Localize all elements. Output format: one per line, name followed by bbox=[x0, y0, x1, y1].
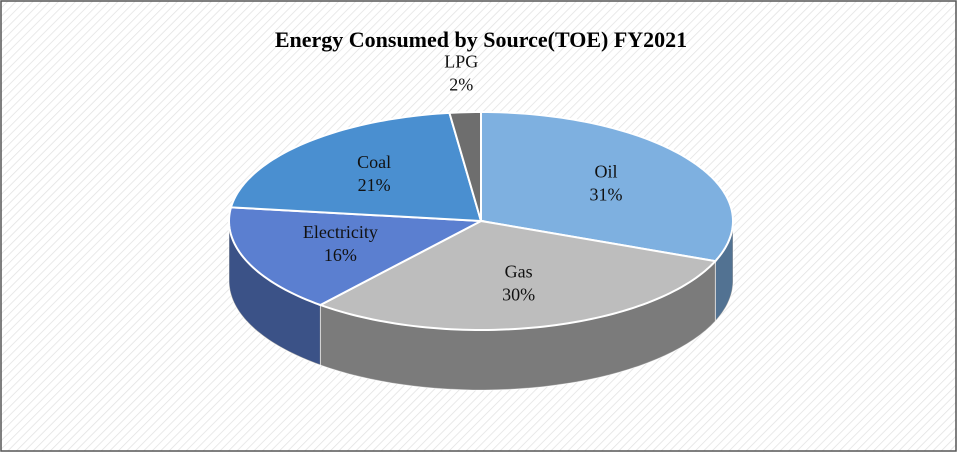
slice-label-value: 2% bbox=[449, 74, 473, 94]
slice bbox=[229, 111, 483, 223]
slice bbox=[448, 110, 482, 222]
slice-label-value: 30% bbox=[502, 284, 535, 304]
slice-label-value: 16% bbox=[324, 245, 357, 265]
slice-label-name: Oil bbox=[595, 161, 618, 181]
slice-side-shade bbox=[320, 261, 716, 390]
slice bbox=[228, 206, 485, 307]
slice bbox=[317, 219, 718, 331]
slice bbox=[480, 110, 734, 263]
slice-side-shade bbox=[229, 221, 321, 365]
slice-label-name: Electricity bbox=[303, 222, 378, 242]
slice-label-value: 21% bbox=[358, 175, 391, 195]
pie: Oil 31% Gas 30% Electricity 16% Coal 21% LPG 2% bbox=[228, 51, 734, 391]
slice-label-name: Coal bbox=[357, 152, 391, 172]
chart-title: Energy Consumed by Source(TOE) FY2021 bbox=[275, 27, 687, 52]
slice-label-value: 31% bbox=[590, 184, 623, 204]
slice-side-shade bbox=[715, 221, 733, 322]
slice-label-name: LPG bbox=[444, 51, 478, 71]
slice-label-name: Gas bbox=[505, 261, 533, 281]
